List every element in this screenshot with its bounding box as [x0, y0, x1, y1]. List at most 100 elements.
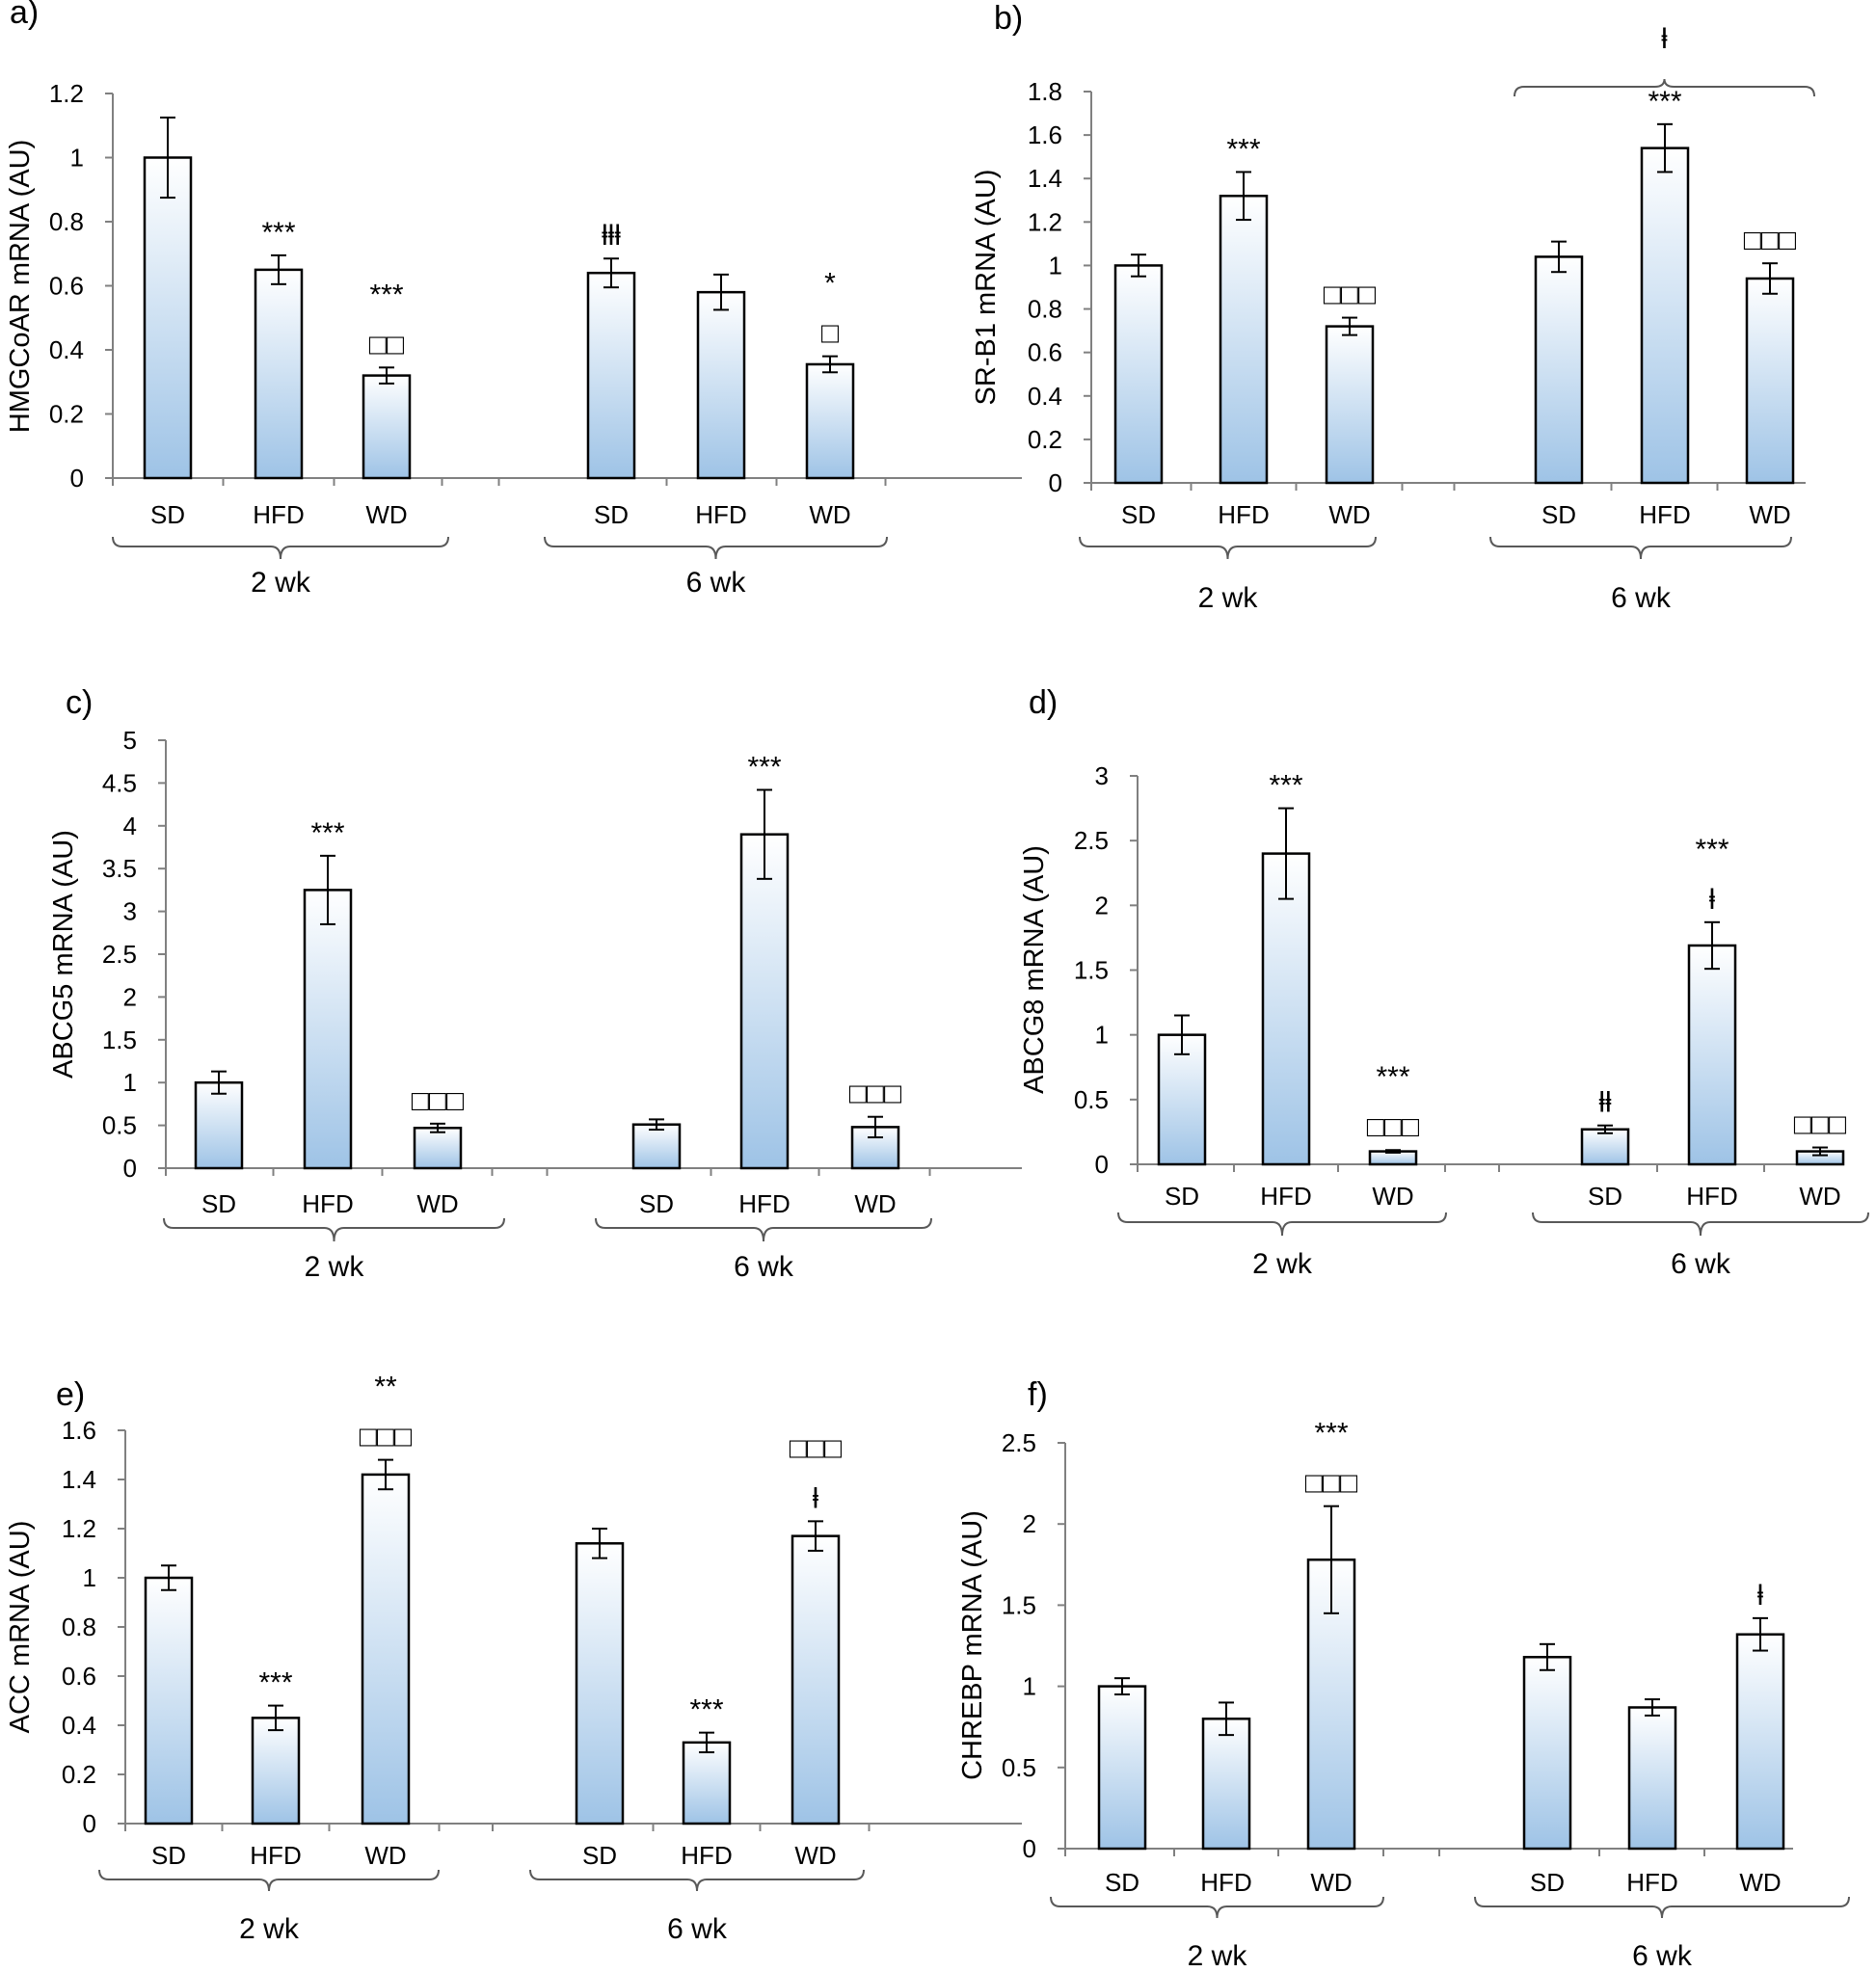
panel-label: d): [1029, 684, 1058, 721]
y-tick-label: 2: [1023, 1509, 1036, 1538]
x-category-label: HFD: [738, 1189, 790, 1218]
significance-mark: ⱡ: [813, 1482, 819, 1514]
group-brace: [595, 1217, 932, 1242]
x-category-label: SD: [1541, 500, 1576, 529]
y-axis-label: HMGCoAR mRNA (AU): [5, 140, 36, 434]
y-tick-label: 0.2: [62, 1760, 96, 1789]
chart-panel-b: b) SR-B1 mRNA (AU) 0 0.2 0.4 0.6 0.8 1 1.2 1.4 1.6…: [971, 0, 1815, 614]
significance-mark: ***: [1314, 1418, 1348, 1450]
significance-mark: ⱡⱡⱡ: [602, 220, 621, 252]
y-axis-label: ACC mRNA (AU): [5, 1521, 36, 1734]
y-tick-label: 1.2: [49, 79, 84, 108]
x-category-label: HFD: [250, 1841, 301, 1870]
y-tick-label: 3: [1095, 761, 1109, 790]
y-axis-label: CHREBP mRNA (AU): [957, 1510, 988, 1780]
y-tick-label: 1.5: [102, 1026, 137, 1054]
significance-mark: ⱡ: [1757, 1580, 1764, 1612]
x-category-label: WD: [854, 1189, 896, 1218]
chart-panel-d: d) ABCG8 mRNA (AU) 0 0.5 1 1.5 2 2.5 3 SD *** HFD □□…: [1019, 684, 1869, 1280]
y-tick-label: 1.6: [62, 1416, 96, 1445]
y-tick-label: 1: [1095, 1021, 1109, 1050]
significance-mark: □□□: [1305, 1468, 1358, 1500]
bar: [805, 362, 855, 480]
significance-mark: ⱡ: [1709, 884, 1716, 916]
y-tick-label: 1: [70, 144, 84, 173]
bar: [1687, 944, 1737, 1166]
x-category-label: WD: [1799, 1182, 1840, 1211]
significance-mark: □□□: [360, 1422, 413, 1453]
group-label: 2 wk: [1198, 582, 1259, 614]
group-label: 6 wk: [1611, 582, 1672, 614]
chart-panel-f: f) CHREBP mRNA (AU) 0 0.5 1 1.5 2 2.5 SD HFD □□□ **…: [957, 1376, 1850, 1972]
bar: [1534, 255, 1584, 485]
bar: [1157, 1033, 1207, 1166]
y-tick-label: 0.5: [1002, 1753, 1036, 1782]
y-tick-label: 0.2: [49, 400, 84, 429]
comparison-bracket-mark: ⱡ: [1661, 23, 1668, 55]
significance-mark: ***: [1269, 770, 1302, 802]
bar: [1113, 264, 1164, 485]
x-category-label: WD: [1328, 500, 1370, 529]
y-tick-label: 5: [123, 726, 137, 755]
y-tick-label: 1: [123, 1068, 137, 1097]
x-category-label: SD: [1530, 1868, 1565, 1897]
bar: [361, 1473, 411, 1825]
bar: [194, 1080, 244, 1170]
chart-panel-c: c) ABCG5 mRNA (AU) 0 0.5 1 1.5 2 2.5 3 3.5 4 4.5 5 SD…: [48, 684, 1022, 1283]
group-brace: [1489, 536, 1792, 560]
bar: [575, 1542, 625, 1825]
x-category-label: WD: [1739, 1868, 1781, 1897]
bar: [739, 833, 790, 1170]
y-tick-label: 0: [1023, 1834, 1036, 1863]
x-category-label: WD: [794, 1841, 836, 1870]
y-tick-label: 4: [123, 812, 137, 840]
panel-label: f): [1028, 1376, 1048, 1413]
y-tick-label: 1.4: [1028, 164, 1062, 193]
significance-mark: □□□: [1744, 225, 1797, 256]
chart-panel-a: a)HMGCoAR mRNA (AU)00.20.40.60.811.2SD**…: [5, 0, 1022, 599]
x-category-label: SD: [201, 1189, 236, 1218]
significance-mark: □□□: [1794, 1109, 1847, 1141]
bar: [303, 889, 353, 1170]
panel-label: e): [56, 1376, 85, 1413]
panels: a)HMGCoAR mRNA (AU)00.20.40.60.811.2SD**…: [5, 0, 1869, 1972]
significance-mark: □: [821, 318, 840, 350]
x-category-label: HFD: [302, 1189, 353, 1218]
significance-mark: □□□: [412, 1085, 465, 1117]
x-category-label: WD: [1749, 500, 1790, 529]
bar: [1325, 325, 1375, 485]
y-tick-label: 0: [1095, 1150, 1109, 1179]
significance-mark: □□: [369, 329, 405, 360]
y-tick-label: 0.8: [62, 1612, 96, 1641]
x-category-label: HFD: [681, 1841, 732, 1870]
x-category-label: WD: [365, 500, 407, 529]
bar: [631, 1123, 682, 1170]
y-tick-label: 0.5: [1074, 1085, 1109, 1114]
x-category-label: SD: [1121, 500, 1156, 529]
x-category-label: HFD: [1200, 1868, 1251, 1897]
group-brace: [98, 1869, 440, 1892]
significance-mark: ***: [747, 752, 781, 784]
bar: [696, 290, 746, 480]
y-tick-label: 1.6: [1028, 120, 1062, 149]
group-label: 6 wk: [667, 1913, 728, 1945]
x-category-label: HFD: [695, 500, 746, 529]
group-label: 6 wk: [1632, 1940, 1693, 1972]
bar: [1201, 1718, 1251, 1851]
significance-mark: ***: [258, 1667, 292, 1699]
x-category-label: HFD: [1260, 1182, 1311, 1211]
bar: [850, 1126, 900, 1170]
x-category-label: SD: [1588, 1182, 1622, 1211]
group-label: 6 wk: [1671, 1248, 1731, 1280]
bar: [1097, 1685, 1147, 1851]
y-tick-label: 0: [1049, 468, 1062, 497]
x-category-label: HFD: [1626, 1868, 1677, 1897]
y-tick-label: 0.6: [1028, 338, 1062, 367]
significance-mark: ***: [1226, 133, 1260, 165]
y-axis-label: ABCG8 mRNA (AU): [1019, 845, 1050, 1094]
significance-mark: ***: [689, 1694, 723, 1726]
bar: [1261, 852, 1311, 1166]
y-tick-label: 4.5: [102, 768, 137, 797]
bar: [413, 1127, 463, 1170]
significance-mark: ***: [261, 217, 295, 249]
